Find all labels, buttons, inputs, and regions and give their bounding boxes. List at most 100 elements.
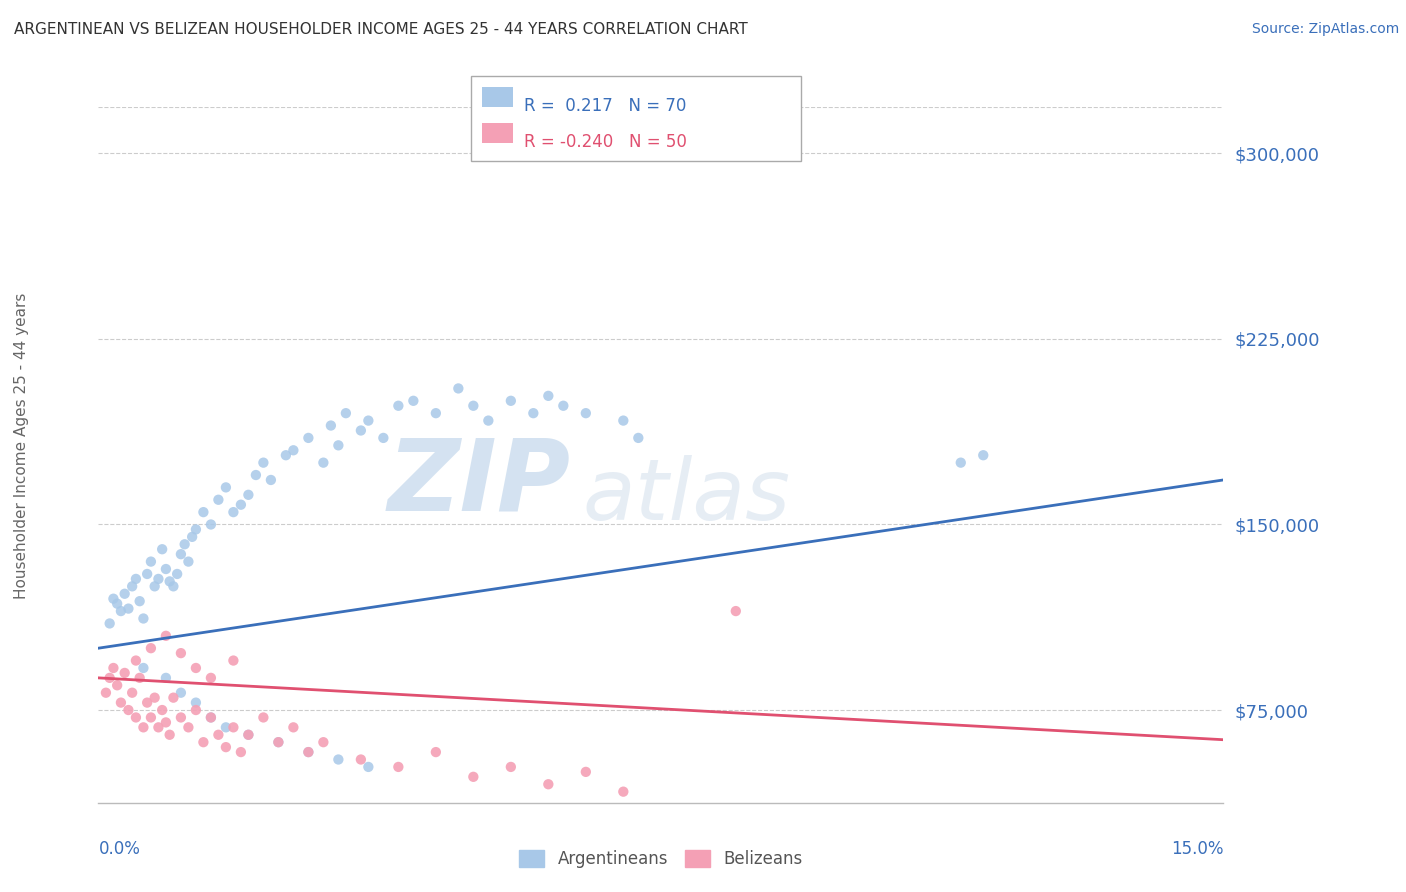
Point: [499, 393, 522, 408]
Point: [148, 572, 170, 586]
Point: [537, 777, 560, 791]
Point: [207, 492, 229, 507]
Point: [312, 735, 335, 749]
Point: [139, 710, 162, 724]
Point: [162, 690, 184, 705]
Point: [215, 720, 238, 734]
Point: [238, 728, 260, 742]
Point: [627, 431, 650, 445]
Point: [222, 654, 245, 668]
Point: [200, 710, 222, 724]
Point: [184, 703, 207, 717]
Point: [150, 703, 173, 717]
Point: [200, 671, 222, 685]
Point: [150, 542, 173, 557]
Point: [105, 678, 128, 692]
Point: [245, 468, 267, 483]
Text: R =  0.217   N = 70: R = 0.217 N = 70: [524, 97, 686, 115]
Point: [425, 745, 447, 759]
Point: [159, 574, 181, 589]
Point: [193, 735, 215, 749]
Point: [132, 661, 155, 675]
Point: [297, 431, 319, 445]
Point: [170, 547, 193, 561]
Point: [125, 654, 148, 668]
Point: [125, 710, 148, 724]
Point: [114, 665, 136, 680]
Point: [143, 579, 166, 593]
Point: [98, 616, 121, 631]
Point: [972, 448, 994, 462]
Point: [229, 745, 252, 759]
Point: [238, 728, 260, 742]
Point: [283, 443, 305, 458]
Point: [162, 579, 184, 593]
Point: [283, 720, 305, 734]
Text: ARGENTINEAN VS BELIZEAN HOUSEHOLDER INCOME AGES 25 - 44 YEARS CORRELATION CHART: ARGENTINEAN VS BELIZEAN HOUSEHOLDER INCO…: [14, 22, 748, 37]
Point: [553, 399, 575, 413]
Point: [537, 389, 560, 403]
Point: [110, 696, 132, 710]
Point: [373, 431, 395, 445]
Point: [252, 710, 274, 724]
Point: [170, 686, 193, 700]
Point: [274, 448, 297, 462]
Point: [128, 594, 150, 608]
Point: [177, 720, 200, 734]
Point: [499, 760, 522, 774]
Point: [387, 760, 409, 774]
Point: [117, 601, 139, 615]
Point: [215, 480, 238, 494]
Point: [477, 414, 499, 428]
Point: [222, 720, 245, 734]
Point: [267, 735, 290, 749]
Point: [200, 710, 222, 724]
Point: [128, 671, 150, 685]
Point: [724, 604, 747, 618]
Point: [350, 752, 373, 766]
Point: [328, 438, 350, 452]
Text: R = -0.240   N = 50: R = -0.240 N = 50: [524, 133, 688, 151]
Point: [222, 505, 245, 519]
Point: [173, 537, 195, 551]
Point: [402, 393, 425, 408]
Point: [139, 555, 162, 569]
Point: [114, 587, 136, 601]
Point: [94, 686, 117, 700]
Text: Source: ZipAtlas.com: Source: ZipAtlas.com: [1251, 22, 1399, 37]
Point: [136, 566, 159, 581]
Point: [125, 572, 148, 586]
Point: [159, 728, 181, 742]
Point: [297, 745, 319, 759]
Point: [575, 406, 598, 420]
Point: [193, 505, 215, 519]
Point: [105, 597, 128, 611]
Point: [155, 562, 177, 576]
Point: [357, 414, 380, 428]
Point: [132, 611, 155, 625]
Point: [132, 720, 155, 734]
Text: Householder Income Ages 25 - 44 years: Householder Income Ages 25 - 44 years: [14, 293, 28, 599]
Point: [143, 690, 166, 705]
Point: [184, 661, 207, 675]
Point: [184, 696, 207, 710]
Point: [166, 566, 188, 581]
Point: [312, 456, 335, 470]
Point: [350, 424, 373, 438]
Point: [121, 686, 143, 700]
Point: [207, 728, 229, 742]
Point: [267, 735, 290, 749]
Point: [177, 555, 200, 569]
Point: [98, 671, 121, 685]
Point: [103, 661, 125, 675]
Text: 15.0%: 15.0%: [1171, 840, 1223, 858]
Legend: Argentineans, Belizeans: Argentineans, Belizeans: [513, 843, 808, 874]
Point: [238, 488, 260, 502]
Point: [121, 579, 143, 593]
Point: [117, 703, 139, 717]
Point: [612, 785, 634, 799]
Point: [215, 740, 238, 755]
Point: [335, 406, 357, 420]
Point: [357, 760, 380, 774]
Point: [139, 641, 162, 656]
